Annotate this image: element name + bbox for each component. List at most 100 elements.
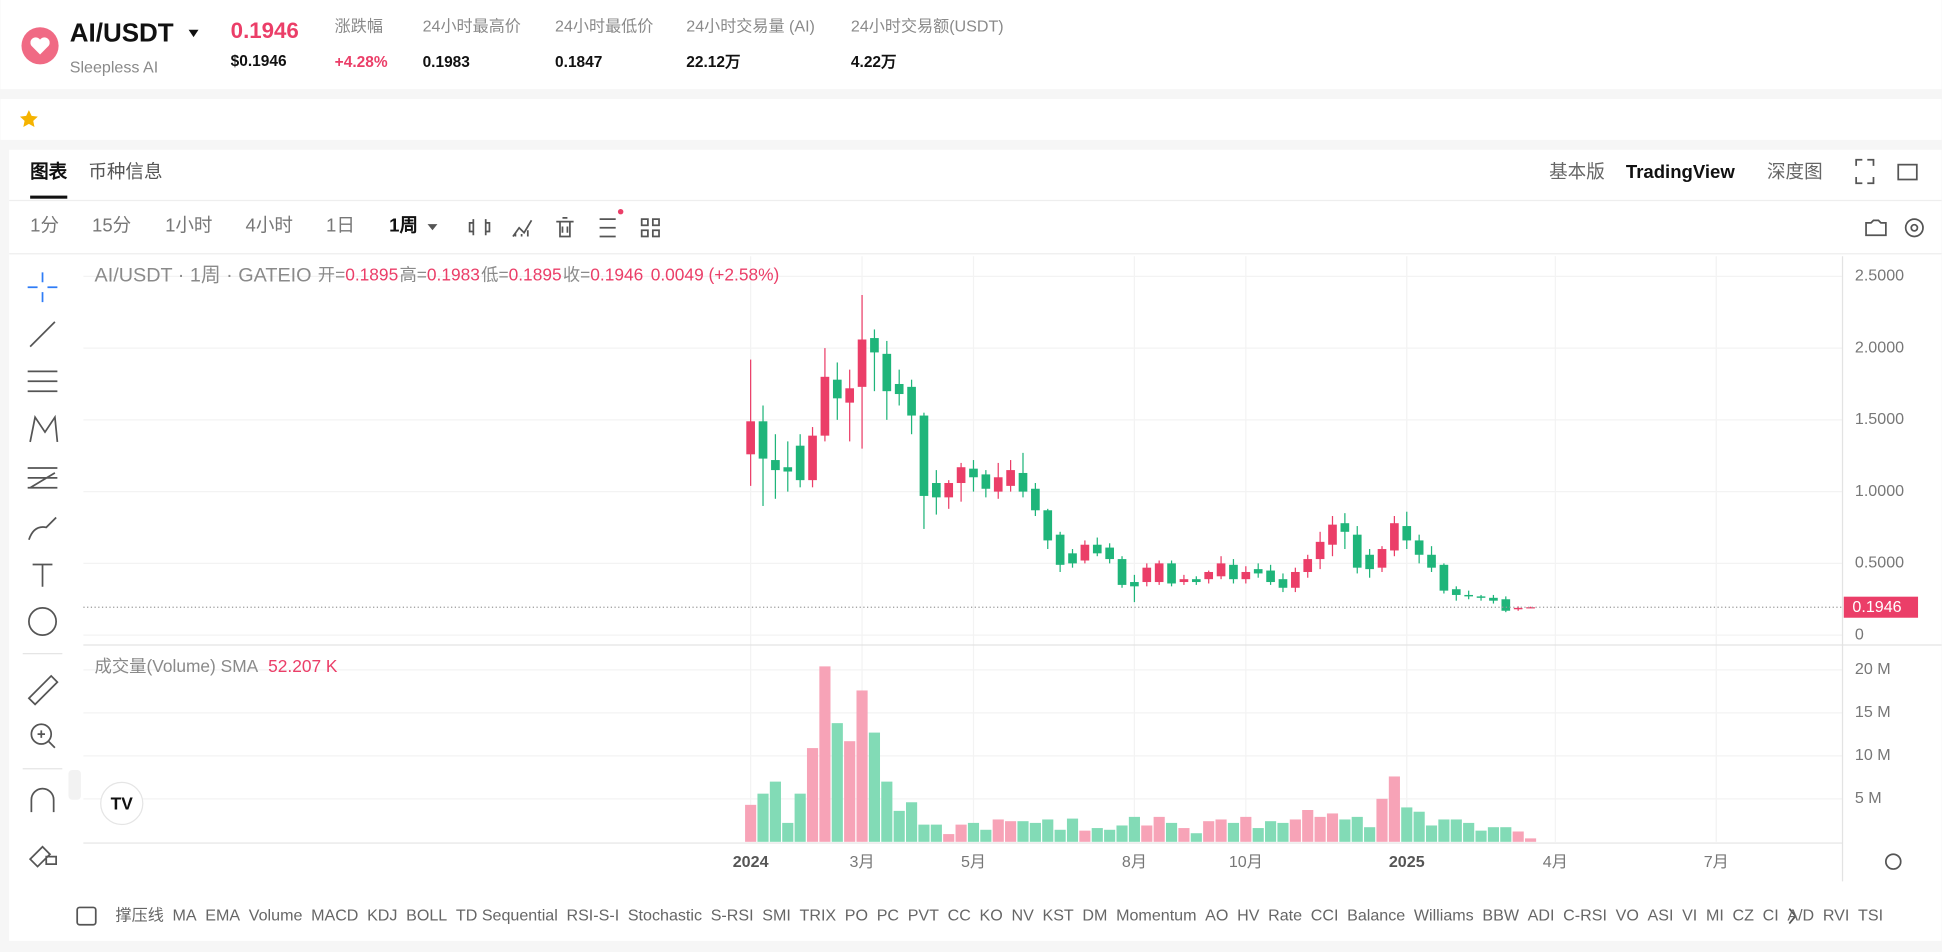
scroll-right[interactable] [1788,908,1797,925]
indicator[interactable]: S-RSI [711,906,754,924]
interval[interactable]: 4小时 [246,214,293,235]
candle-body [1513,607,1523,610]
y2-tick-label: 15 M [1855,703,1891,721]
indicator[interactable]: CC [948,906,971,924]
indicator[interactable]: Rate [1268,906,1302,924]
camera-icon[interactable] [1865,219,1887,237]
indicator[interactable]: Volume [249,906,303,924]
indicator-calendar-icon[interactable] [76,906,97,926]
volume-bar [943,834,955,842]
tab[interactable]: 图表 [30,161,68,182]
window-icon[interactable] [1897,163,1918,181]
zoom-tool[interactable] [30,723,53,745]
indicator[interactable]: SMI [762,906,791,924]
indicator[interactable]: MA [172,906,196,924]
interval[interactable]: 1周 [389,214,418,235]
tab[interactable]: 币种信息 [88,161,162,182]
indicator[interactable]: AO [1205,906,1228,924]
view-option[interactable]: 基本版 [1549,161,1605,182]
indicator[interactable]: RVI [1823,906,1850,924]
indicator[interactable]: Stochastic [628,906,702,924]
interval[interactable]: 1分 [30,214,59,235]
indicator[interactable]: Momentum [1116,906,1196,924]
indicator[interactable]: A/D [1787,906,1814,924]
indicator[interactable]: CCI [1311,906,1339,924]
volume-bar [1141,825,1153,842]
indicator[interactable]: C-RSI [1563,906,1607,924]
indicator[interactable]: CI [1763,906,1779,924]
brush-tool[interactable] [28,516,57,541]
legend-label: 收= [563,265,590,285]
candle-body [1427,554,1436,568]
stat-label: 涨跌幅 [335,17,383,35]
candle-type-icon[interactable] [468,219,491,236]
delete-icon[interactable] [556,217,574,238]
indicator[interactable]: BBW [1482,906,1519,924]
indicator[interactable]: TSI [1858,906,1883,924]
layout-icon[interactable] [651,229,660,238]
indicator[interactable]: CZ [1733,906,1755,924]
layout-icon[interactable] [640,229,649,238]
indicator[interactable]: BOLL [406,906,447,924]
projection-tool[interactable] [27,467,58,489]
candle-body [1105,547,1114,560]
indicator[interactable]: PO [845,906,868,924]
tv-logo[interactable] [100,781,144,826]
indicator[interactable]: PC [877,906,899,924]
indicator[interactable]: KO [980,906,1003,924]
layout-icon[interactable] [640,218,649,227]
interval[interactable]: 1日 [326,214,355,235]
indicator[interactable]: KDJ [367,906,397,924]
view-option[interactable]: 深度图 [1767,161,1823,182]
indicator[interactable]: HV [1237,906,1260,924]
indicator[interactable]: TD Sequential [456,906,558,924]
axis-settings[interactable] [1884,853,1902,870]
indicator[interactable]: MACD [311,906,358,924]
indicator[interactable]: EMA [205,906,240,924]
indicator[interactable]: 撑压线 [116,906,164,924]
layout-icon[interactable] [651,218,660,227]
candle-body [956,467,966,484]
pair-dropdown[interactable] [188,29,199,38]
view-option[interactable]: TradingView [1626,161,1735,182]
volume-legend-value: 52.207 K [268,656,338,676]
interval[interactable]: 15分 [92,214,131,235]
pattern-tool[interactable] [29,414,59,443]
settings-icon[interactable] [1910,223,1919,232]
list-icon[interactable] [599,218,616,238]
indicator[interactable]: DM [1082,906,1107,924]
indicator[interactable]: PVT [908,906,939,924]
interval-dropdown[interactable] [427,224,438,231]
indicator[interactable]: RSI-S-I [566,906,619,924]
text-tool[interactable] [32,563,53,587]
indicator[interactable]: VI [1682,906,1697,924]
settings-icon[interactable] [1904,218,1924,238]
volume-bar [1524,838,1537,842]
emoji-tool[interactable] [28,606,58,636]
zoom-tool[interactable] [37,730,56,749]
indicator[interactable]: TRIX [800,906,837,924]
pair[interactable]: AI/USDT [70,18,174,48]
favorite-star[interactable] [19,110,38,128]
indicator[interactable]: NV [1011,906,1034,924]
ruler-tool[interactable] [27,674,59,706]
fib-tool[interactable] [27,370,58,393]
fullscreen-icon[interactable] [1855,158,1875,185]
legend-label: 开= [318,265,345,285]
indicator[interactable]: KST [1042,906,1073,924]
candle-body [894,383,904,395]
indicator[interactable]: MI [1706,906,1724,924]
indicator[interactable]: Williams [1414,906,1474,924]
indicator[interactable]: ADI [1528,906,1555,924]
indicator-icon[interactable] [512,219,533,237]
magnet-tool[interactable] [30,787,55,813]
indicator[interactable]: Balance [1347,906,1405,924]
line-tool[interactable] [29,321,56,348]
crosshair-tool[interactable] [27,272,58,303]
interval[interactable]: 1小时 [165,214,212,235]
indicator[interactable]: ASI [1648,906,1674,924]
volume-bar [1364,827,1376,842]
collapse-toolbar[interactable] [68,770,81,800]
lock-tool[interactable] [28,845,58,868]
indicator[interactable]: VO [1616,906,1639,924]
